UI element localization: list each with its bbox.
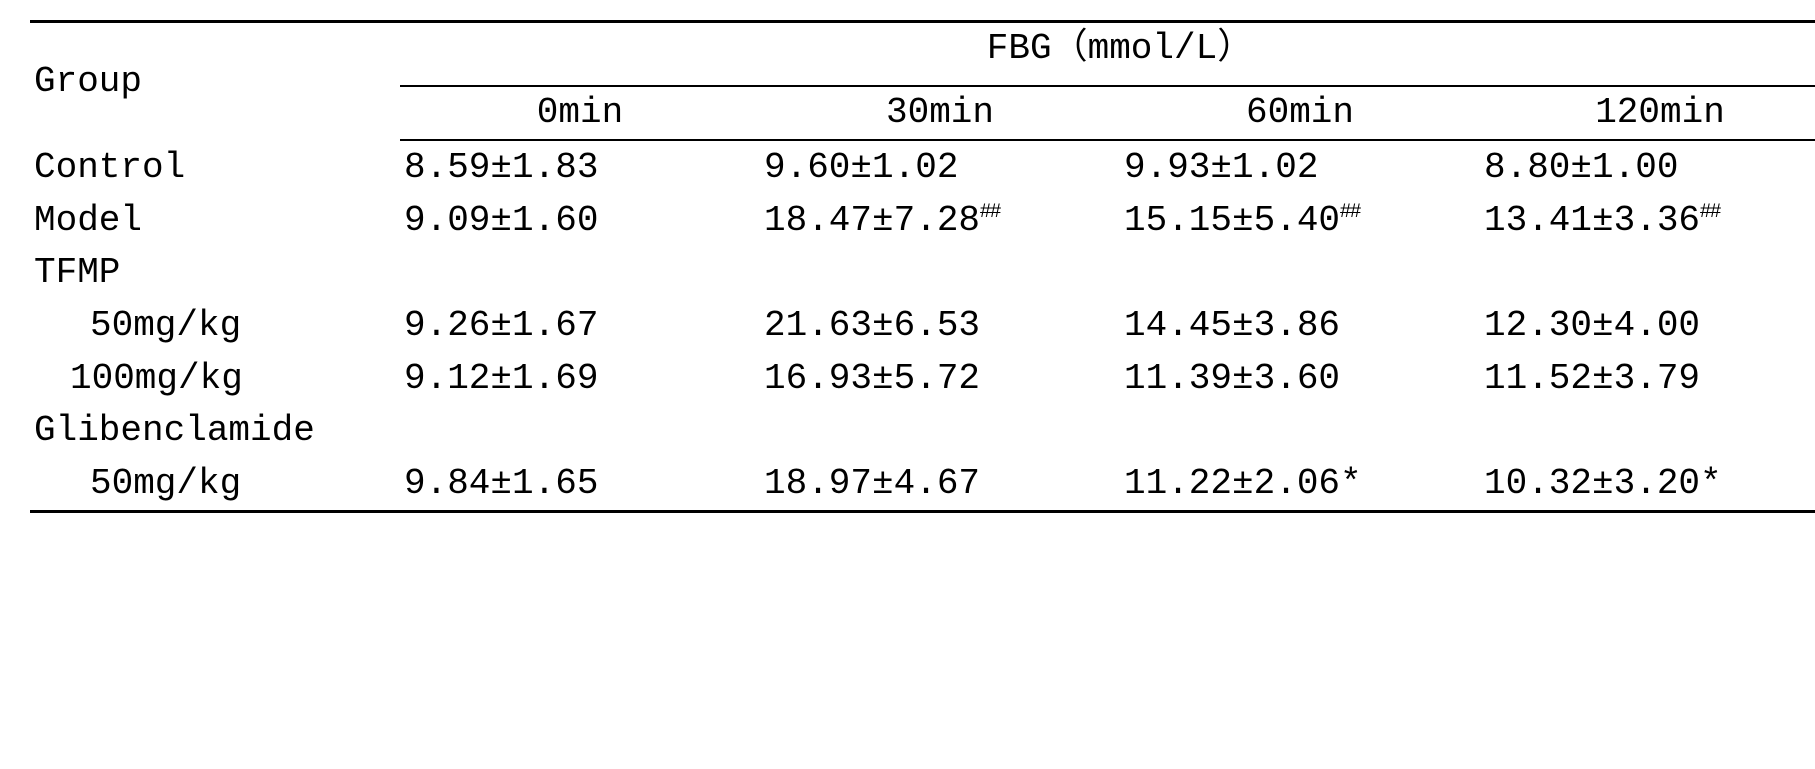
table-row: 50mg/kg 9.84±1.65 18.97±4.67 11.22±2.06*…: [30, 457, 1815, 512]
table-row: TFMP: [30, 247, 1815, 299]
row-label: Control: [30, 140, 400, 194]
cell: [760, 247, 1120, 299]
table-row: Glibenclamide: [30, 405, 1815, 457]
cell: 9.09±1.60: [400, 194, 760, 247]
cell: 9.93±1.02: [1120, 140, 1480, 194]
cell: [400, 247, 760, 299]
cell: [1480, 405, 1815, 457]
col-header-0min: 0min: [400, 86, 760, 140]
header-row-1: Group FBG（mmol/L）: [30, 22, 1815, 87]
cell: 18.97±4.67: [760, 457, 1120, 512]
cell: 12.30±4.00: [1480, 299, 1815, 352]
cell: [1480, 247, 1815, 299]
row-label: TFMP: [30, 247, 400, 299]
col-header-60min: 60min: [1120, 86, 1480, 140]
table-row: Control 8.59±1.83 9.60±1.02 9.93±1.02 8.…: [30, 140, 1815, 194]
cell: 16.93±5.72: [760, 352, 1120, 405]
fbg-spanner-label: FBG（mmol/L）: [987, 31, 1253, 77]
cell: 9.12±1.69: [400, 352, 760, 405]
cell: 9.84±1.65: [400, 457, 760, 512]
row-label: 50mg/kg: [30, 457, 400, 512]
cell: 9.60±1.02: [760, 140, 1120, 194]
cell: [1120, 405, 1480, 457]
cell: 11.39±3.60: [1120, 352, 1480, 405]
col-header-30min: 30min: [760, 86, 1120, 140]
table-row: 100mg/kg 9.12±1.69 16.93±5.72 11.39±3.60…: [30, 352, 1815, 405]
cell: 14.45±3.86: [1120, 299, 1480, 352]
cell: 18.47±7.28##: [760, 194, 1120, 247]
fbg-table-container: Group FBG（mmol/L） 0min 30min 60min 120mi…: [0, 0, 1815, 533]
cell: 11.22±2.06*: [1120, 457, 1480, 512]
row-label: Model: [30, 194, 400, 247]
cell: 8.59±1.83: [400, 140, 760, 194]
col-header-group: Group: [30, 22, 400, 141]
table-row: 50mg/kg 9.26±1.67 21.63±6.53 14.45±3.86 …: [30, 299, 1815, 352]
col-header-fbg-spanner: FBG（mmol/L）: [400, 22, 1815, 87]
cell: 21.63±6.53: [760, 299, 1120, 352]
cell: 11.52±3.79: [1480, 352, 1815, 405]
cell: 9.26±1.67: [400, 299, 760, 352]
row-label: 100mg/kg: [30, 352, 400, 405]
col-header-120min: 120min: [1480, 86, 1815, 140]
fbg-table: Group FBG（mmol/L） 0min 30min 60min 120mi…: [30, 20, 1815, 513]
cell: 13.41±3.36##: [1480, 194, 1815, 247]
cell: [760, 405, 1120, 457]
cell: [1120, 247, 1480, 299]
row-label: 50mg/kg: [30, 299, 400, 352]
table-row: Model 9.09±1.60 18.47±7.28## 15.15±5.40#…: [30, 194, 1815, 247]
row-label: Glibenclamide: [30, 405, 400, 457]
cell: 10.32±3.20*: [1480, 457, 1815, 512]
cell: 15.15±5.40##: [1120, 194, 1480, 247]
cell: 8.80±1.00: [1480, 140, 1815, 194]
cell: [400, 405, 760, 457]
